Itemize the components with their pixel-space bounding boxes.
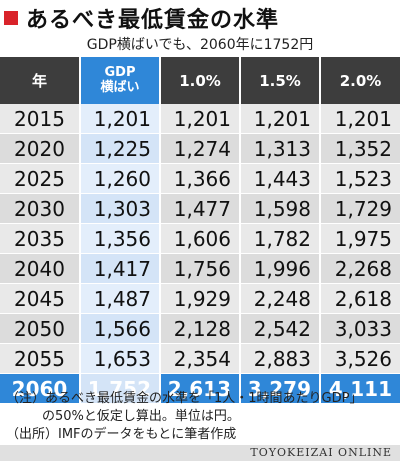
value-cell: 2,248 [240, 283, 321, 314]
value-cell: 2,613 [160, 373, 241, 404]
value-cell: 1,443 [240, 163, 321, 194]
value-cell: 1,260 [80, 163, 161, 194]
value-cell: 1,313 [240, 133, 321, 164]
value-cell: 4,111 [320, 373, 400, 404]
value-cell: 1,201 [160, 104, 241, 134]
year-cell: 2025 [0, 163, 81, 194]
table-header-row: 年 GDP 横ばい 1.0% 1.5% 2.0% [0, 57, 400, 104]
value-cell: 1,929 [160, 283, 241, 314]
value-cell: 1,352 [320, 133, 400, 164]
table-row: 2030 1,303 1,477 1,598 1,729 [0, 193, 400, 224]
year-cell: 2055 [0, 343, 81, 374]
year-cell: 2040 [0, 253, 81, 284]
wage-table: 年 GDP 横ばい 1.0% 1.5% 2.0% 2015 1,201 1,201 1,201 1… [0, 57, 400, 404]
table-row: 2025 1,260 1,366 1,443 1,523 [0, 163, 400, 194]
value-cell: 2,128 [160, 313, 241, 344]
note-line-1: （注）あるべき最低賃金の水準を「1人・1時間あたりGDP」 [6, 391, 363, 406]
value-cell: 1,201 [80, 104, 161, 134]
year-cell: 2015 [0, 104, 81, 134]
title-marker [4, 11, 18, 25]
value-cell: 1,606 [160, 223, 241, 254]
value-cell: 1,225 [80, 133, 161, 164]
brand-logo-text: TOYOKEIZAI ONLINE [250, 446, 392, 459]
year-cell: 2030 [0, 193, 81, 224]
year-cell: 2045 [0, 283, 81, 314]
year-cell: 2035 [0, 223, 81, 254]
value-cell: 1,598 [240, 193, 321, 224]
column-header-4: 2.0% [320, 57, 400, 104]
table-body: 2015 1,201 1,201 1,201 1,201 2020 1,225 1,274 1,… [0, 104, 400, 404]
value-cell: 1,566 [80, 313, 161, 344]
value-cell: 1,523 [320, 163, 400, 194]
footer-bar: TOYOKEIZAI ONLINE [0, 445, 400, 461]
value-cell: 1,201 [320, 104, 400, 134]
value-cell: 1,729 [320, 193, 400, 224]
value-cell: 3,279 [240, 373, 321, 404]
value-cell: 1,417 [80, 253, 161, 284]
source-note: （出所）IMFのデータをもとに筆者作成 [6, 427, 237, 442]
title-row: あるべき最低賃金の水準 [0, 0, 400, 36]
value-cell: 3,526 [320, 343, 400, 374]
table-row: 2050 1,566 2,128 2,542 3,033 [0, 313, 400, 344]
table-row: 2045 1,487 1,929 2,248 2,618 [0, 283, 400, 314]
value-cell: 2,268 [320, 253, 400, 284]
year-cell: 2020 [0, 133, 81, 164]
year-cell: 2050 [0, 313, 81, 344]
table-row: 2015 1,201 1,201 1,201 1,201 [0, 104, 400, 134]
table-row: 2055 1,653 2,354 2,883 3,526 [0, 343, 400, 374]
value-cell: 1,366 [160, 163, 241, 194]
subtitle: GDP横ばいでも、2060年に1752円 [86, 37, 314, 53]
table-row: 2040 1,417 1,756 1,996 2,268 [0, 253, 400, 284]
column-header-2: 1.0% [160, 57, 241, 104]
value-cell: 1,356 [80, 223, 161, 254]
table-row: 2020 1,225 1,274 1,313 1,352 [0, 133, 400, 164]
value-cell: 2,883 [240, 343, 321, 374]
note-line-2: の50%と仮定し算出。単位は円。 [42, 409, 240, 424]
table-row: 2035 1,356 1,606 1,782 1,975 [0, 223, 400, 254]
column-header-0: 年 [0, 57, 81, 104]
value-cell: 3,033 [320, 313, 400, 344]
value-cell: 1,477 [160, 193, 241, 224]
value-cell: 2,354 [160, 343, 241, 374]
column-header-1: GDP 横ばい [80, 57, 161, 104]
year-cell: 2060 [0, 373, 81, 404]
value-cell: 1,201 [240, 104, 321, 134]
column-header-3: 1.5% [240, 57, 321, 104]
page-title: あるべき最低賃金の水準 [26, 8, 280, 33]
value-cell: 1,756 [160, 253, 241, 284]
value-cell: 1,752 [80, 373, 161, 404]
table-row: 2060 1,752 2,613 3,279 4,111 [0, 373, 400, 404]
value-cell: 2,618 [320, 283, 400, 314]
value-cell: 1,996 [240, 253, 321, 284]
value-cell: 1,303 [80, 193, 161, 224]
value-cell: 1,975 [320, 223, 400, 254]
value-cell: 1,653 [80, 343, 161, 374]
value-cell: 1,782 [240, 223, 321, 254]
value-cell: 2,542 [240, 313, 321, 344]
value-cell: 1,274 [160, 133, 241, 164]
value-cell: 1,487 [80, 283, 161, 314]
